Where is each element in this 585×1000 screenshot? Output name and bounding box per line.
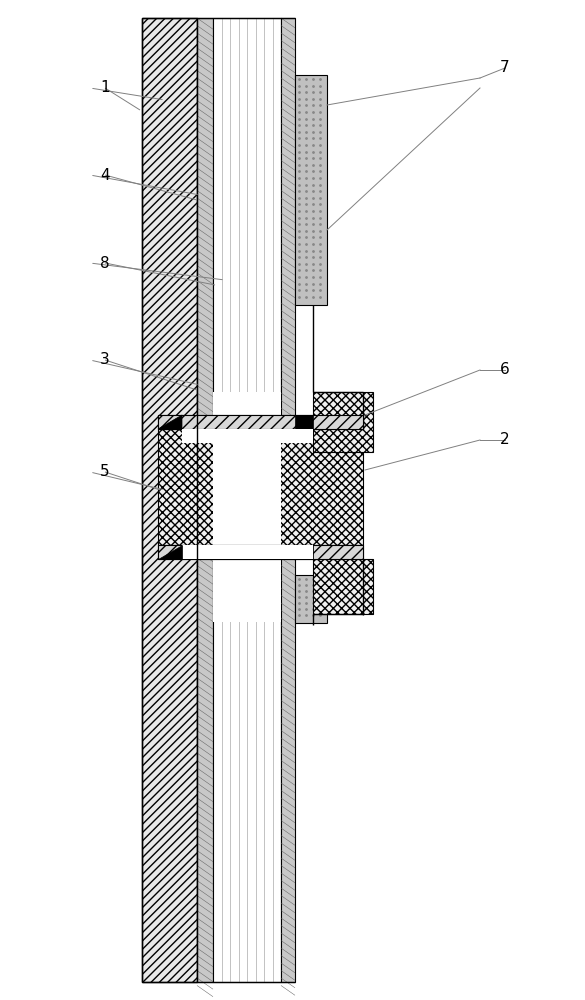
Bar: [313, 392, 373, 452]
Bar: [213, 18, 281, 982]
Bar: [295, 415, 313, 429]
Text: 8: 8: [100, 255, 110, 270]
Text: 7: 7: [500, 60, 510, 76]
Bar: [158, 415, 363, 429]
Text: 6: 6: [500, 362, 510, 377]
Bar: [213, 392, 281, 622]
Bar: [158, 545, 363, 559]
Bar: [295, 575, 327, 623]
Bar: [313, 559, 373, 614]
Bar: [281, 18, 295, 982]
Polygon shape: [158, 415, 182, 429]
Bar: [295, 545, 313, 559]
Text: 4: 4: [100, 167, 110, 182]
Text: 5: 5: [100, 464, 110, 480]
Bar: [295, 75, 327, 305]
Text: 3: 3: [100, 353, 110, 367]
Bar: [213, 392, 281, 622]
Bar: [158, 415, 363, 429]
Text: 2: 2: [500, 432, 510, 448]
Bar: [158, 545, 363, 559]
Text: 1: 1: [100, 81, 110, 96]
Bar: [182, 545, 313, 559]
Bar: [197, 18, 213, 982]
Bar: [142, 18, 197, 982]
Bar: [158, 429, 363, 545]
Polygon shape: [158, 545, 182, 559]
Bar: [182, 429, 313, 443]
